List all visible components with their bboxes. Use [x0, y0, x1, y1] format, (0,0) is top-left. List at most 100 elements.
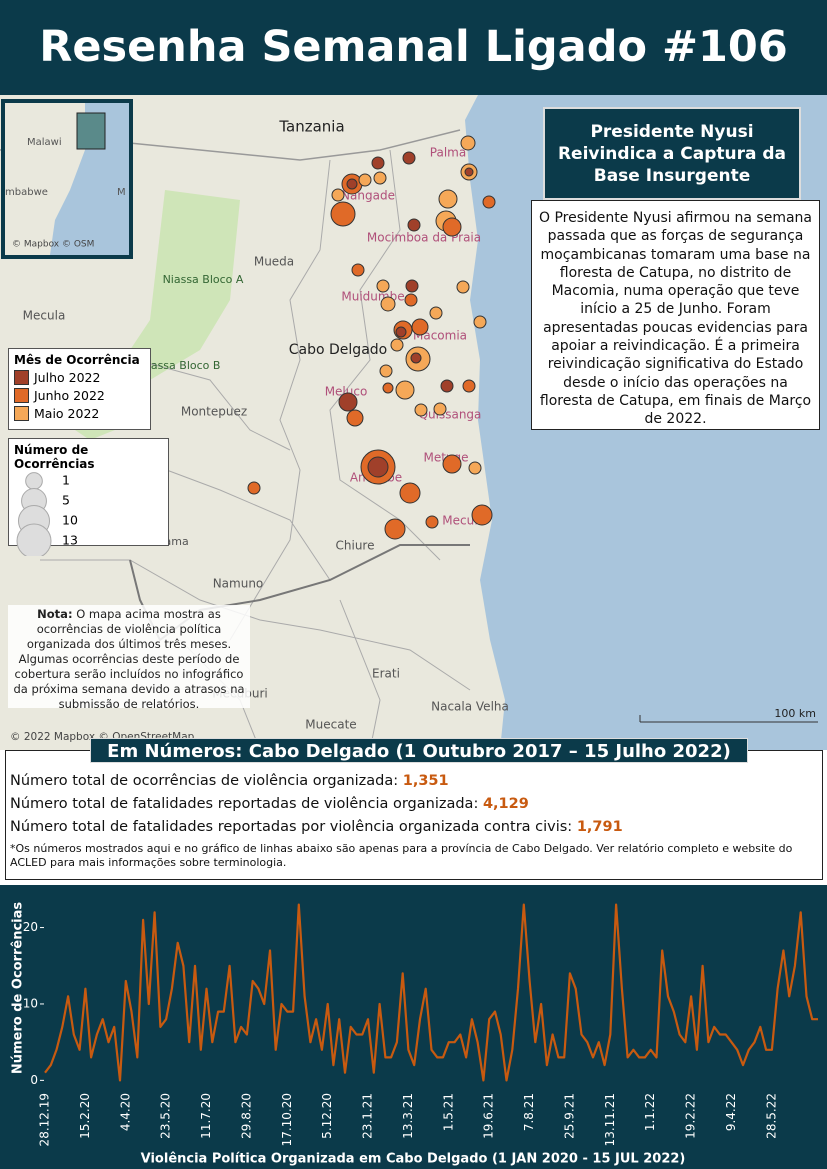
- data-line: [44, 903, 818, 1082]
- x-tick-label: 1.5.21: [441, 1093, 455, 1131]
- event-marker: [247, 481, 261, 495]
- map-label: Muidumbe: [341, 290, 404, 304]
- x-tick-label: 28.5.22: [764, 1093, 778, 1139]
- inset-label: Malawi: [27, 137, 62, 148]
- footnote: *Os números mostrados aqui e no gráfico …: [10, 842, 793, 869]
- event-marker: [410, 352, 422, 364]
- event-marker: [433, 402, 447, 416]
- x-tick-label: 23.1.21: [361, 1093, 375, 1139]
- map-label: Mecula: [23, 309, 66, 323]
- event-marker: [399, 482, 421, 504]
- x-tick-label: 13.3.21: [401, 1093, 415, 1139]
- event-marker: [440, 379, 454, 393]
- number-row: Número total de fatalidades reportadas d…: [10, 796, 816, 812]
- event-marker: [407, 218, 421, 232]
- inset-label: mbabwe: [5, 187, 48, 198]
- number-label: Número total de ocorrências de violência…: [10, 773, 399, 789]
- number-label: Número total de fatalidades reportadas d…: [10, 796, 479, 812]
- number-value: 1,791: [576, 819, 623, 835]
- map-label: Niassa Bloco B: [140, 359, 221, 372]
- size-legend-items: 1 5 10 13: [16, 472, 78, 559]
- map-label: Erati: [372, 667, 400, 681]
- legend-label: Maio 2022: [34, 406, 100, 421]
- legend-item: Julho 2022: [14, 370, 145, 385]
- legend-label: 10: [62, 513, 78, 528]
- event-marker: [346, 178, 358, 190]
- numbers-rows: Número total de ocorrências de violência…: [10, 773, 816, 835]
- map-label: Mueda: [254, 255, 294, 269]
- event-markers: [247, 135, 496, 540]
- number-row: Número total de fatalidades reportadas p…: [10, 819, 816, 835]
- event-marker: [460, 135, 476, 151]
- number-label: Número total de fatalidades reportadas p…: [10, 819, 573, 835]
- map-label: Tanzania: [278, 118, 344, 136]
- size-swatch: [16, 523, 52, 559]
- map-label: Mocimboa da Praia: [367, 231, 481, 245]
- event-marker: [395, 326, 407, 338]
- map-label: Muecate: [305, 718, 356, 732]
- event-marker: [376, 279, 390, 293]
- map-label: Montepuez: [181, 405, 247, 419]
- x-tick-label: 11.7.20: [199, 1093, 213, 1139]
- map-label: Cabo Delgado: [289, 342, 387, 358]
- inset-label: M: [117, 187, 126, 198]
- legend-label: 13: [62, 533, 78, 548]
- legend-label: 5: [62, 493, 70, 508]
- legend-swatch: [14, 406, 29, 421]
- note-label: Nota:: [37, 607, 73, 621]
- y-axis-title: Número de Ocorrências: [11, 902, 26, 1075]
- event-marker: [411, 318, 429, 336]
- event-marker: [380, 296, 396, 312]
- x-tick-label: 23.5.20: [159, 1093, 173, 1139]
- event-marker: [471, 504, 493, 526]
- legend-swatch: [14, 388, 29, 403]
- number-row: Número total de ocorrências de violência…: [10, 773, 816, 789]
- inset-attribution: © Mapbox © OSM: [12, 240, 94, 250]
- x-tick-label: 19.2.22: [684, 1093, 698, 1139]
- event-marker: [395, 380, 415, 400]
- legend-label: 1: [62, 473, 70, 488]
- legend-label: Junho 2022: [34, 388, 105, 403]
- event-marker: [358, 173, 372, 187]
- scale-label: 100 km: [774, 707, 816, 720]
- inset-ocean: [50, 103, 129, 255]
- map-label: Palma: [430, 146, 466, 160]
- event-marker: [382, 382, 394, 394]
- event-marker: [482, 195, 496, 209]
- event-marker: [371, 156, 385, 170]
- x-tick-label: 9.4.22: [724, 1093, 738, 1131]
- y-tick-label: 10: [23, 996, 38, 1010]
- inset-focus: [76, 112, 106, 150]
- event-marker: [351, 263, 365, 277]
- x-tick-label: 13.11.21: [603, 1093, 617, 1146]
- event-marker: [442, 217, 462, 237]
- map-label: Namuno: [213, 577, 264, 591]
- legend-items: Julho 2022 Junho 2022 Maio 2022: [14, 370, 145, 421]
- x-tick-label: 17.10.20: [280, 1093, 294, 1146]
- textbox-body: O Presidente Nyusi afirmou na semana pas…: [531, 200, 820, 430]
- reserve: [60, 190, 240, 440]
- map-label: Niassa Bloco A: [163, 273, 244, 286]
- line-chart: Número de Ocorrências Violência Política…: [0, 885, 827, 1169]
- event-marker: [462, 379, 476, 393]
- event-marker: [373, 171, 387, 185]
- legend-swatch: [14, 370, 29, 385]
- number-value: 4,129: [482, 796, 529, 812]
- x-tick-label: 15.2.20: [78, 1093, 92, 1139]
- number-value: 1,351: [402, 773, 449, 789]
- section-title: Em Números: Cabo Delgado (1 Outubro 2017…: [90, 738, 748, 763]
- event-marker: [338, 392, 358, 412]
- color-legend: Mês de Ocorrência Julho 2022 Junho 2022 Ma…: [8, 348, 151, 430]
- event-marker: [425, 515, 439, 529]
- event-marker: [331, 188, 345, 202]
- event-marker: [379, 364, 393, 378]
- event-marker: [367, 456, 389, 478]
- y-tick-label: 20: [23, 920, 38, 934]
- x-tick-label: 28.12.19: [38, 1093, 52, 1146]
- legend-label: Julho 2022: [34, 370, 101, 385]
- event-marker: [384, 518, 406, 540]
- textbox-title: Presidente Nyusi Reivindica a Captura da…: [543, 107, 801, 200]
- event-marker: [438, 189, 458, 209]
- event-marker: [404, 293, 418, 307]
- legend-item: Maio 2022: [14, 406, 145, 421]
